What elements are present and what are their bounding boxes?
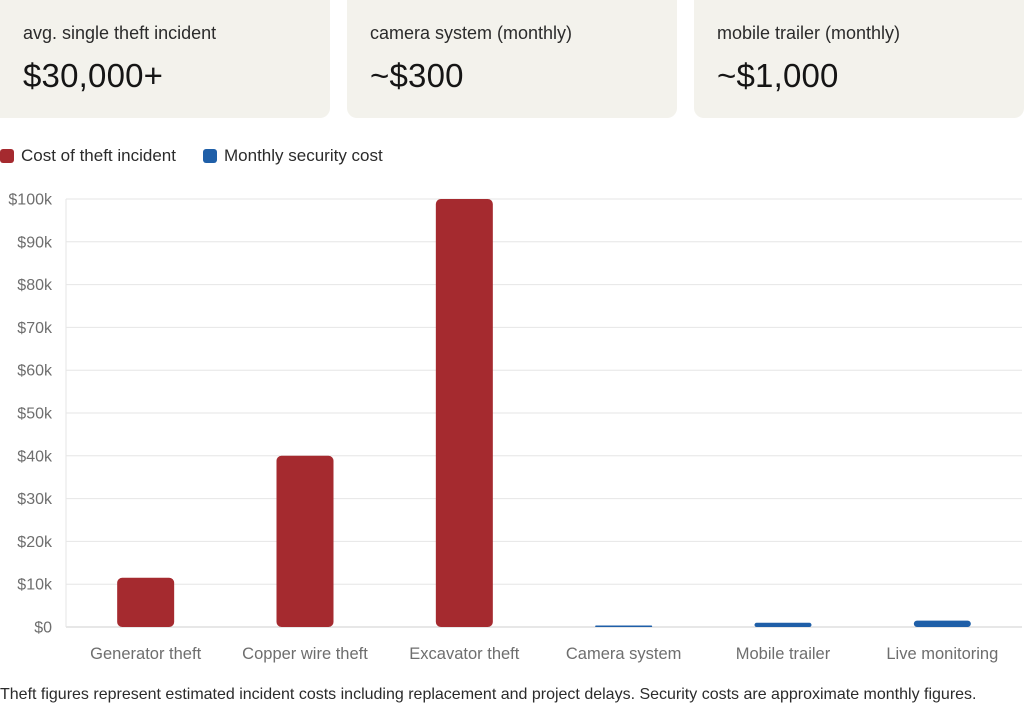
legend-swatch-theft — [0, 149, 14, 163]
mobile-trailer-card: mobile trailer (monthly) ~$1,000 — [694, 0, 1024, 118]
card-label: mobile trailer (monthly) — [717, 23, 901, 43]
y-tick-label: $100k — [8, 192, 53, 209]
bar-security-4[interactable] — [754, 622, 812, 627]
theft-incident-card: avg. single theft incident $30,000+ — [0, 0, 330, 118]
legend-item-security[interactable]: Monthly security cost — [203, 146, 383, 166]
bar-chart: $0 $10k $20k $30k $40k $50k $60k $70k $80k $90k $1… — [8, 192, 1022, 663]
y-tick-label: $70k — [17, 320, 53, 337]
y-tick-label: $40k — [17, 448, 53, 465]
y-tick-label: $90k — [17, 234, 53, 251]
bar-security-3[interactable] — [595, 625, 653, 628]
footnote: Theft figures represent estimated incide… — [0, 686, 977, 703]
legend-label-theft: Cost of theft incident — [21, 146, 176, 165]
x-tick-label: Generator theft — [90, 645, 201, 663]
card-value: ~$1,000 — [717, 57, 839, 94]
y-tick-label: $0 — [34, 620, 52, 637]
x-tick-label: Live monitoring — [886, 645, 998, 663]
summary-cards: avg. single theft incident $30,000+ came… — [0, 0, 1024, 118]
y-tick-label: $80k — [17, 277, 53, 294]
card-label: camera system (monthly) — [370, 23, 573, 43]
y-tick-label: $10k — [17, 577, 53, 594]
legend-label-security: Monthly security cost — [224, 146, 383, 165]
y-tick-label: $50k — [17, 406, 53, 423]
x-tick-label: Excavator theft — [409, 645, 519, 663]
y-tick-label: $60k — [17, 363, 53, 380]
y-tick-label: $30k — [17, 491, 53, 508]
legend-item-theft[interactable]: Cost of theft incident — [0, 146, 176, 166]
card-value: ~$300 — [370, 57, 464, 94]
x-tick-label: Camera system — [566, 645, 682, 663]
camera-system-card: camera system (monthly) ~$300 — [347, 0, 677, 118]
bar-security-5[interactable] — [913, 620, 971, 627]
card-label: avg. single theft incident — [23, 23, 217, 43]
legend-swatch-security — [203, 149, 217, 163]
bar-theft-2[interactable] — [435, 199, 493, 627]
x-tick-label: Copper wire theft — [242, 645, 368, 663]
bar-theft-1[interactable] — [276, 455, 334, 627]
y-tick-label: $20k — [17, 534, 53, 551]
bar-theft-0[interactable] — [117, 577, 175, 627]
x-tick-label: Mobile trailer — [736, 645, 831, 663]
card-value: $30,000+ — [23, 57, 164, 94]
